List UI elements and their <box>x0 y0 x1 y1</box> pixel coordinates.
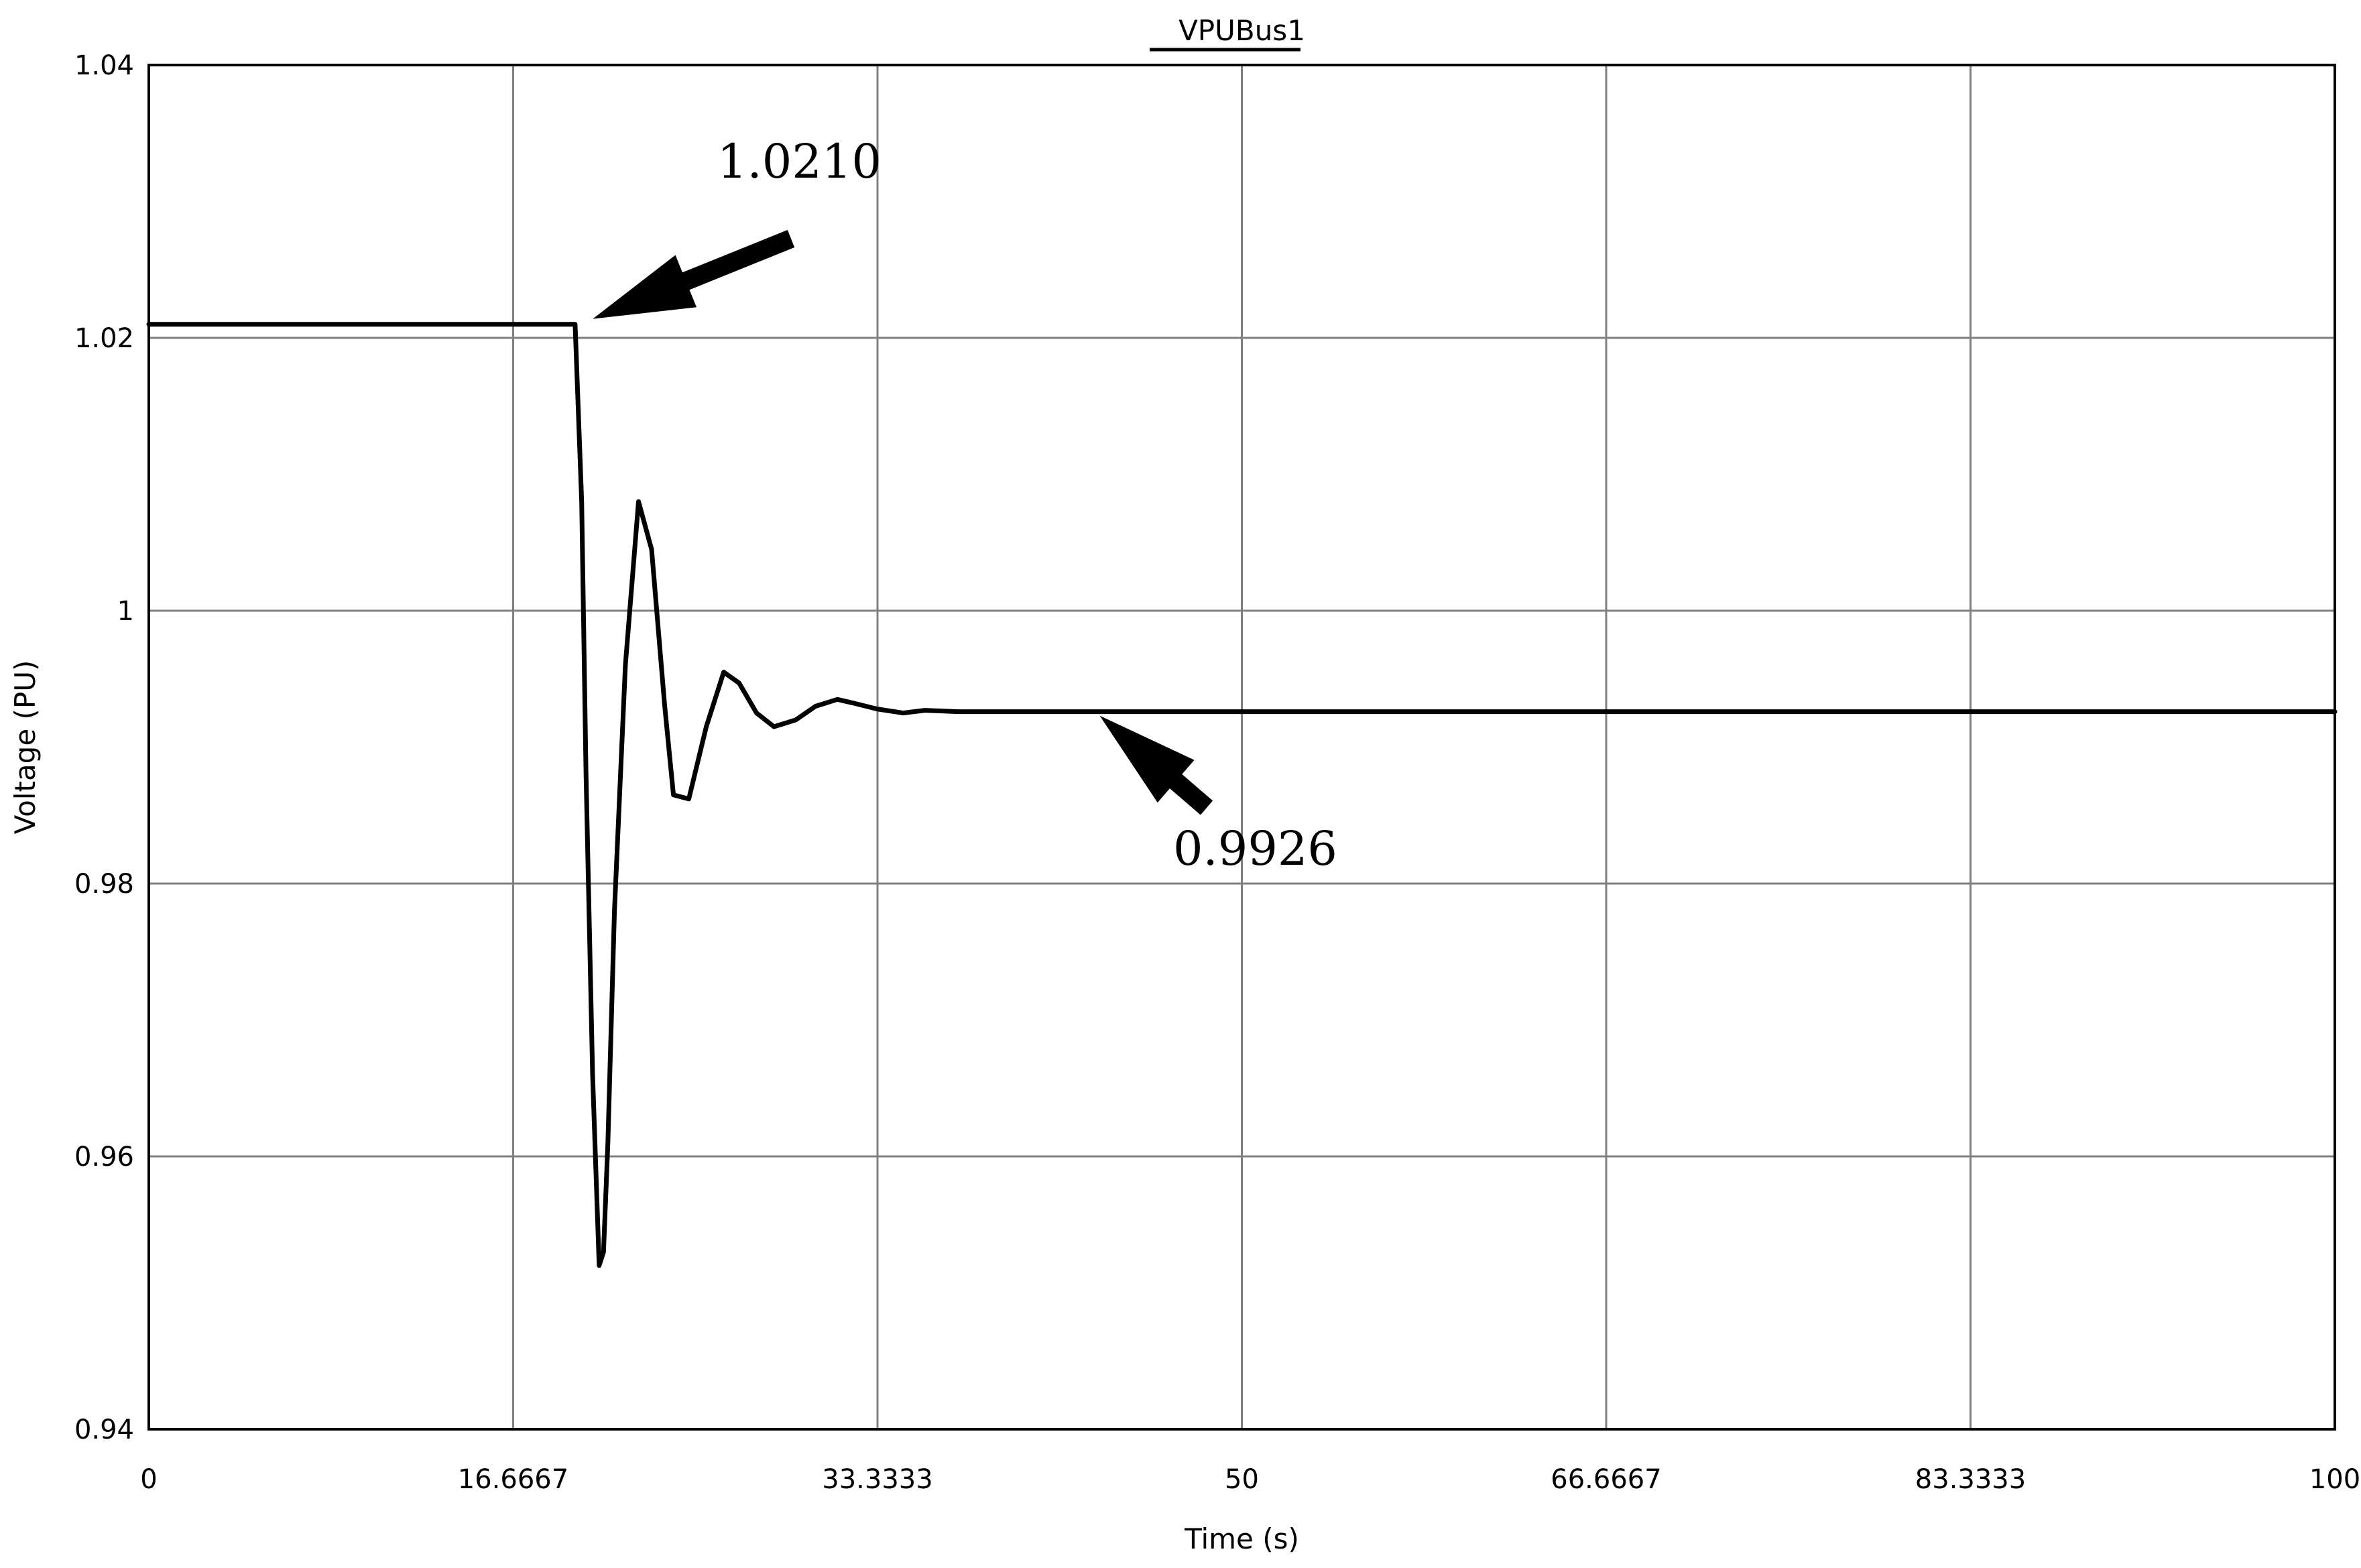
x-tick-label: 66.6667 <box>1551 1464 1661 1495</box>
y-tick-label: 1 <box>117 596 134 627</box>
grid-layer <box>149 65 2335 1429</box>
series-layer <box>146 322 2338 1268</box>
y-axis-label: Voltage (PU) <box>9 660 42 835</box>
x-tick-label: 50 <box>1225 1464 1259 1495</box>
x-tick-label: 33.3333 <box>822 1464 932 1495</box>
series-line <box>146 322 2338 1268</box>
x-axis-ticks: 0 16.6667 33.3333 50 66.6667 83.3333 100 <box>140 1464 2360 1495</box>
annotation-arrow <box>1099 715 1213 815</box>
annotation-layer: 1.0210 0.9926 <box>593 134 1337 876</box>
x-tick-label: 100 <box>2309 1464 2360 1495</box>
x-tick-label: 83.3333 <box>1915 1464 2026 1495</box>
x-tick-label: 16.6667 <box>458 1464 568 1495</box>
annotation-label: 0.9926 <box>1173 821 1337 876</box>
chart-title: VPUBus1 <box>1178 14 1305 47</box>
y-tick-label: 0.96 <box>74 1142 134 1172</box>
y-tick-label: 0.94 <box>74 1414 134 1445</box>
annotation-arrow <box>593 230 795 319</box>
y-axis-ticks: 0.94 0.96 0.98 1 1.02 1.04 <box>74 50 134 1445</box>
y-tick-label: 1.04 <box>74 50 134 81</box>
plot-frame <box>147 64 2336 1431</box>
x-tick-label: 0 <box>140 1464 157 1495</box>
y-tick-label: 0.98 <box>74 869 134 900</box>
x-axis-label: Time (s) <box>1184 1522 1299 1555</box>
annotation-label: 1.0210 <box>717 134 882 189</box>
y-tick-label: 1.02 <box>74 323 134 354</box>
